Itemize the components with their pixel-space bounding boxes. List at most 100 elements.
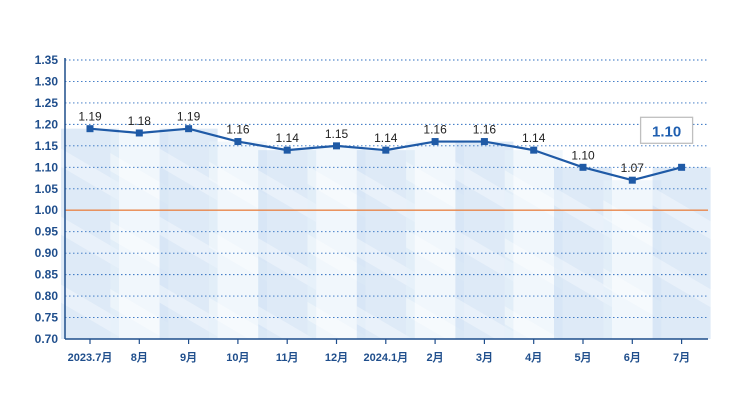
- band-stripe: [61, 216, 119, 269]
- y-tick-labels: 0.70 0.75 0.80 0.85 0.90 0.95 1.00 1.05 1.10 1.15…: [35, 53, 59, 346]
- x-tick-label: 4月: [525, 351, 542, 364]
- x-tick-label: 2024.1月: [363, 351, 408, 364]
- data-point: [234, 138, 242, 146]
- band-stripe: [208, 229, 267, 282]
- background-band: [258, 150, 317, 339]
- data-point: [86, 125, 94, 133]
- callout-label: 1.10: [652, 123, 681, 140]
- background-band: [603, 180, 662, 339]
- band-stripe: [406, 229, 465, 282]
- band-stripe: [110, 220, 169, 273]
- value-callout: 1.10: [639, 116, 694, 144]
- x-tick-label: 2023.7月: [68, 351, 113, 364]
- band-stripe: [455, 229, 514, 282]
- background-band: [406, 141, 465, 339]
- y-tick-label: 1.30: [35, 74, 59, 88]
- y-tick-label: 0.90: [35, 246, 59, 260]
- band-stripe: [110, 288, 169, 341]
- x-tick-label: 7月: [673, 351, 690, 364]
- data-label: 1.14: [374, 131, 398, 145]
- x-tick-label: 2月: [427, 351, 444, 364]
- data-label: 1.19: [177, 110, 201, 124]
- y-tick-label: 0.85: [35, 268, 59, 282]
- data-point: [678, 163, 686, 171]
- band-stripe: [455, 297, 514, 350]
- band-stripe: [159, 284, 218, 337]
- band-stripe: [307, 301, 366, 354]
- data-label: 1.16: [473, 123, 497, 137]
- x-tick-label: 9月: [180, 351, 197, 364]
- band-stripe: [356, 170, 415, 223]
- x-tick-label: 11月: [276, 351, 299, 364]
- x-tick-labels: 2023.7月 8月 9月 10月 11月 12月 2024.1月 2月 3月 4月 5月 6月 7月: [68, 351, 690, 364]
- band-stripe: [258, 238, 317, 291]
- band-stripe: [307, 233, 366, 286]
- x-tick-label: 8月: [131, 351, 148, 364]
- y-tick-label: 1.15: [35, 139, 59, 153]
- band-stripe: [208, 161, 267, 214]
- data-label: 1.10: [571, 148, 595, 162]
- data-labels: 1.19 1.18 1.19 1.16 1.14 1.15 1.14 1.16 1.16 1.14…: [78, 110, 644, 176]
- data-point: [333, 142, 340, 150]
- y-tick-label: 1.10: [35, 160, 59, 174]
- data-label: 1.16: [423, 123, 447, 137]
- background-bands: [61, 128, 711, 359]
- band-stripe: [652, 187, 711, 240]
- gridlines: [65, 59, 708, 340]
- background-band: [307, 145, 366, 339]
- data-label: 1.14: [276, 131, 300, 145]
- background-band: [208, 141, 267, 339]
- data-label: 1.16: [226, 123, 250, 137]
- band-stripe: [159, 148, 218, 201]
- data-label: 1.14: [522, 131, 546, 145]
- band-stripe: [61, 284, 119, 337]
- y-tick-label: 1.00: [35, 203, 59, 217]
- data-label: 1.07: [621, 161, 645, 175]
- band-stripe: [504, 170, 563, 223]
- background-band: [504, 150, 563, 339]
- x-tick-label: 12月: [325, 351, 348, 364]
- band-stripe: [504, 238, 563, 291]
- data-point: [185, 125, 193, 133]
- band-stripe: [356, 306, 415, 359]
- x-tick-label: 3月: [476, 351, 493, 364]
- background-band: [61, 128, 119, 339]
- band-stripe: [504, 306, 563, 359]
- band-stripe: [406, 161, 465, 214]
- y-tick-label: 0.75: [35, 311, 59, 325]
- band-stripe: [455, 161, 514, 214]
- band-stripe: [307, 165, 366, 218]
- data-label: 1.19: [78, 110, 102, 124]
- band-stripe: [61, 148, 119, 201]
- data-point: [431, 138, 439, 146]
- y-tick-label: 0.80: [35, 289, 59, 303]
- band-stripe: [110, 152, 169, 205]
- y-tick-label: 1.05: [35, 182, 59, 196]
- band-stripe: [208, 297, 267, 350]
- background-band: [110, 132, 169, 339]
- band-stripe: [406, 297, 465, 350]
- band-stripe: [258, 170, 317, 223]
- band-stripe: [603, 200, 662, 253]
- band-stripe: [603, 268, 662, 321]
- data-point: [579, 163, 587, 171]
- y-tick-label: 1.25: [35, 96, 59, 110]
- band-stripe: [652, 255, 711, 308]
- data-point: [382, 146, 390, 154]
- x-tick-label: 5月: [574, 351, 591, 364]
- data-point: [283, 146, 291, 154]
- data-point: [530, 146, 538, 154]
- band-stripe: [258, 306, 317, 359]
- x-tick-label: 10月: [226, 351, 249, 364]
- data-point: [480, 138, 488, 146]
- x-tick-label: 6月: [624, 351, 641, 364]
- band-stripe: [356, 238, 415, 291]
- band-stripe: [159, 216, 218, 269]
- data-label: 1.15: [325, 127, 349, 141]
- y-tick-label: 1.35: [35, 53, 59, 67]
- data-point: [628, 176, 636, 184]
- series-group: [86, 125, 686, 184]
- y-tick-label: 0.95: [35, 225, 59, 239]
- y-tick-label: 0.70: [35, 332, 59, 346]
